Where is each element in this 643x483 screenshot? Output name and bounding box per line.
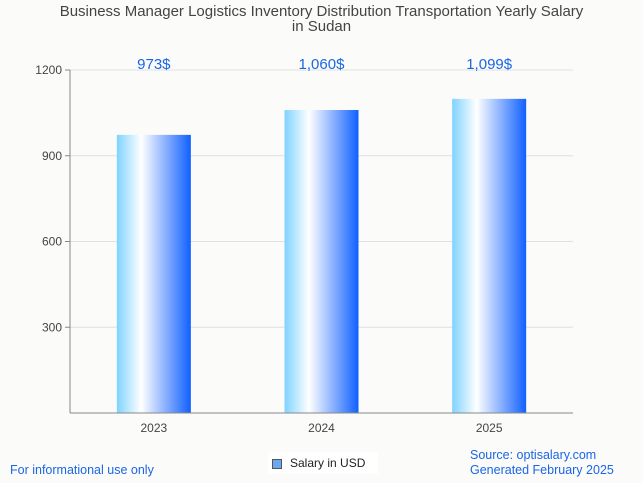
bar-2023 <box>116 134 191 414</box>
x-tick-label: 2025 <box>476 421 503 435</box>
chart-title: Business Manager Logistics Inventory Dis… <box>0 4 643 34</box>
legend-swatch <box>272 459 282 469</box>
data-label: 1,099$ <box>466 56 513 73</box>
y-tick-label: 1200 <box>35 63 62 77</box>
chart-title-line1: Business Manager Logistics Inventory Dis… <box>59 3 584 20</box>
source-link[interactable]: Source: optisalary.com <box>470 448 597 462</box>
disclaimer-text: For informational use only <box>10 463 154 477</box>
x-tick-label: 2023 <box>140 421 167 435</box>
data-label: 1,060$ <box>299 56 346 73</box>
y-tick-label: 900 <box>42 149 62 163</box>
data-label: 973$ <box>137 56 171 73</box>
y-tick-label: 300 <box>42 320 62 334</box>
generated-date: Generated February 2025 <box>470 463 614 477</box>
bar-2025 <box>452 98 527 413</box>
bar-2024 <box>284 110 359 414</box>
y-tick-label: 600 <box>42 235 62 249</box>
x-tick-label: 2024 <box>308 421 335 435</box>
legend: Salary in USD <box>268 452 378 474</box>
chart-title-line2: in Sudan <box>291 18 352 35</box>
legend-label: Salary in USD <box>290 456 366 470</box>
